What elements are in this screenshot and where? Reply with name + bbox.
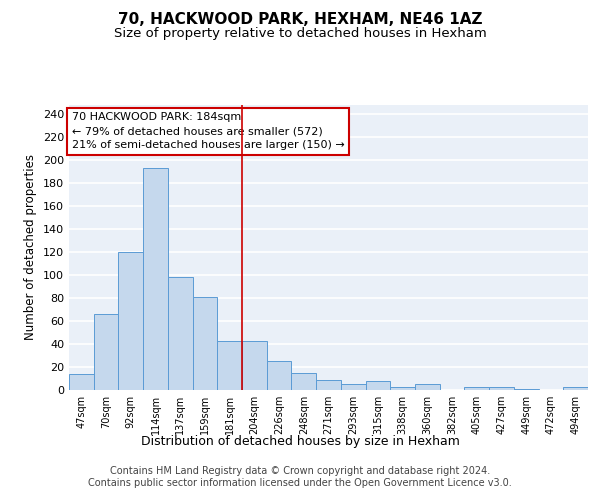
Bar: [217, 340, 242, 390]
Bar: [341, 384, 365, 390]
Bar: [365, 381, 390, 390]
Bar: [69, 374, 94, 390]
Bar: [242, 340, 267, 390]
Bar: [267, 362, 292, 390]
Text: Distribution of detached houses by size in Hexham: Distribution of detached houses by size …: [140, 435, 460, 448]
Text: Contains HM Land Registry data © Crown copyright and database right 2024.
Contai: Contains HM Land Registry data © Crown c…: [88, 466, 512, 487]
Bar: [94, 314, 118, 390]
Bar: [464, 386, 489, 390]
Bar: [292, 373, 316, 390]
Bar: [514, 389, 539, 390]
Bar: [316, 380, 341, 390]
Bar: [118, 252, 143, 390]
Bar: [193, 297, 217, 390]
Text: Size of property relative to detached houses in Hexham: Size of property relative to detached ho…: [113, 28, 487, 40]
Text: 70, HACKWOOD PARK, HEXHAM, NE46 1AZ: 70, HACKWOOD PARK, HEXHAM, NE46 1AZ: [118, 12, 482, 28]
Y-axis label: Number of detached properties: Number of detached properties: [25, 154, 37, 340]
Bar: [563, 386, 588, 390]
Bar: [168, 278, 193, 390]
Bar: [390, 386, 415, 390]
Bar: [489, 386, 514, 390]
Bar: [143, 168, 168, 390]
Text: 70 HACKWOOD PARK: 184sqm
← 79% of detached houses are smaller (572)
21% of semi-: 70 HACKWOOD PARK: 184sqm ← 79% of detach…: [71, 112, 344, 150]
Bar: [415, 384, 440, 390]
